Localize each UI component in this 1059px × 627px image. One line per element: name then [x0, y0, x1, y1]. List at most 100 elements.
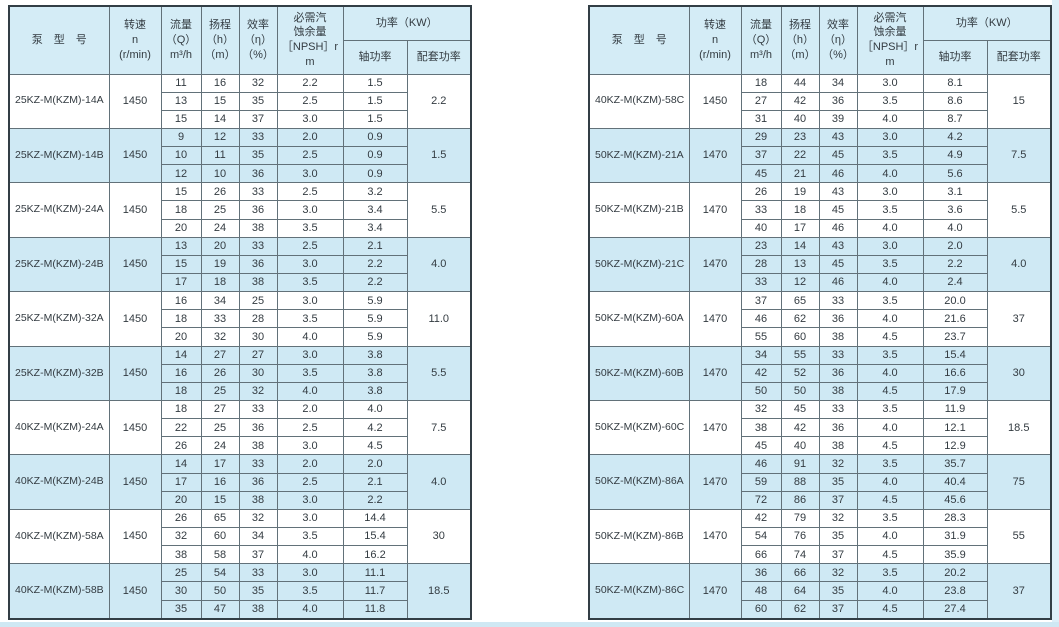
spec-row: 25KZ-M(KZM)-32A 1450 16 34 25 3.0 5.9 11.0: [8, 291, 472, 347]
npsh-cell: 4.5: [856, 545, 924, 565]
flow-cell: 45: [740, 164, 782, 184]
speed-cell: 1450: [108, 236, 162, 293]
shaft-power-cell: 3.1: [922, 182, 988, 202]
flow-cell: 15: [160, 109, 202, 129]
npsh-cell: 4.5: [856, 490, 924, 510]
shaft-power-cell: 2.0: [342, 454, 408, 474]
header-line: 配套功率: [996, 50, 1041, 63]
shaft-power-cell: 14.4: [342, 508, 408, 529]
efficiency-cell: 27: [238, 345, 278, 365]
efficiency-cell: 35: [238, 146, 278, 166]
flow-cell: 15: [160, 182, 202, 202]
header-line: 必需汽: [873, 11, 907, 24]
npsh-cell: 3.0: [276, 254, 344, 275]
spec-row: 40KZ-M(KZM)-58C 1450 18 44 34 3.0 8.1 15: [588, 73, 1052, 129]
flow-cell: 20: [160, 218, 202, 238]
spec-row: 27 42 36 3.5 8.6: [589, 91, 1051, 111]
head-cell: 40: [780, 436, 820, 456]
model-cell: 50KZ-M(KZM)-21A: [588, 127, 690, 184]
flow-cell: 26: [160, 436, 202, 456]
flow-cell: 16: [160, 291, 202, 311]
shaft-power-cell: 45.6: [922, 490, 988, 510]
shaft-power-cell: 27.4: [922, 599, 988, 620]
model-cell: 50KZ-M(KZM)-60C: [588, 400, 690, 456]
efficiency-cell: 46: [818, 218, 858, 238]
shaft-power-cell: 20.2: [922, 563, 988, 583]
efficiency-cell: 38: [238, 599, 278, 620]
efficiency-cell: 35: [818, 581, 858, 601]
matched-power-cell: 18.5: [406, 563, 472, 620]
head-cell: 50: [780, 381, 820, 402]
matched-power-cell: 5.5: [986, 182, 1052, 238]
shaft-power-cell: 2.4: [922, 273, 988, 293]
npsh-cell: 4.0: [856, 363, 924, 383]
efficiency-cell: 37: [818, 490, 858, 510]
efficiency-cell: 35: [238, 91, 278, 111]
flow-cell: 22: [160, 418, 202, 438]
npsh-cell: 4.5: [856, 381, 924, 402]
page-edge-strip-bottom: [0, 622, 1059, 627]
efficiency-cell: 33: [238, 182, 278, 202]
shaft-power-cell: 4.0: [922, 218, 988, 238]
matched-power-cell: 2.2: [406, 73, 472, 129]
efficiency-cell: 32: [238, 73, 278, 93]
flow-cell: 13: [160, 236, 202, 256]
model-cell: 40KZ-M(KZM)-58C: [588, 73, 690, 129]
model-cell: 40KZ-M(KZM)-24B: [8, 454, 110, 510]
speed-cell: 1470: [688, 345, 742, 402]
efficiency-cell: 35: [238, 581, 278, 601]
spec-row: 37 22 45 3.5 4.9: [589, 146, 1051, 166]
npsh-cell: 3.5: [856, 254, 924, 275]
head-cell: 16: [200, 73, 240, 93]
shaft-power-cell: 35.9: [922, 545, 988, 565]
npsh-cell: 4.0: [276, 327, 344, 347]
head-cell: 50: [200, 581, 240, 601]
efficiency-cell: 38: [238, 490, 278, 510]
efficiency-cell: 38: [818, 381, 858, 402]
header-line: 轴功率: [358, 50, 392, 63]
npsh-cell: 3.5: [856, 146, 924, 166]
npsh-cell: 4.0: [856, 273, 924, 293]
page-edge-strip-right: [1052, 0, 1059, 627]
speed-cell: 1450: [108, 508, 162, 565]
shaft-power-cell: 4.9: [922, 146, 988, 166]
head-cell: 60: [780, 327, 820, 347]
matched-power-cell: 11.0: [406, 291, 472, 347]
spec-row: 60 62 37 4.5 27.4: [589, 599, 1051, 620]
flow-cell: 16: [160, 363, 202, 383]
matched-power-cell: 55: [986, 508, 1052, 565]
shaft-power-cell: 3.6: [922, 200, 988, 220]
shaft-power-cell: 12.1: [922, 418, 988, 438]
matched-power-cell: 5.5: [406, 182, 472, 238]
npsh-cell: 4.0: [856, 309, 924, 329]
npsh-cell: 2.0: [276, 454, 344, 474]
spec-row: 18 25 32 4.0 3.8: [9, 381, 471, 402]
shaft-power-cell: 3.8: [342, 381, 408, 402]
column-header-model: 泵 型 号: [8, 5, 110, 75]
flow-cell: 9: [160, 127, 202, 148]
npsh-cell: 3.0: [276, 490, 344, 510]
pump-spec-table-left: 泵 型 号 转速 n (r/min) 流量 （Q） m³/h 扬程 （h） （m…: [8, 5, 473, 620]
spec-row: 40KZ-M(KZM)-24B 1450 14 17 33 2.0 2.0 4.0: [8, 454, 472, 510]
flow-cell: 14: [160, 454, 202, 474]
head-cell: 15: [200, 490, 240, 510]
header-line: 必需汽: [293, 11, 327, 24]
npsh-cell: 3.0: [276, 436, 344, 456]
flow-cell: 38: [160, 545, 202, 565]
table-header: 泵 型 号 转速 n (r/min) 流量 （Q） m³/h 扬程 （h） （m…: [588, 5, 1052, 75]
head-cell: 26: [200, 363, 240, 383]
head-cell: 25: [200, 418, 240, 438]
efficiency-cell: 43: [818, 182, 858, 202]
flow-cell: 18: [740, 73, 782, 93]
header-line: m: [305, 56, 315, 69]
head-cell: 20: [200, 236, 240, 256]
head-cell: 47: [200, 599, 240, 620]
efficiency-cell: 32: [818, 454, 858, 474]
spec-row: 50KZ-M(KZM)-60C 1470 32 45 33 3.5 11.9 18.5: [588, 400, 1052, 456]
shaft-power-cell: 5.6: [922, 164, 988, 184]
table-body: 25KZ-M(KZM)-14A 1450 11 16 32 2.2 1.5 2.2 13 15 35…: [8, 73, 472, 620]
head-cell: 27: [200, 400, 240, 420]
model-cell: 40KZ-M(KZM)-58B: [8, 563, 110, 620]
shaft-power-cell: 0.9: [342, 127, 408, 148]
npsh-cell: 3.5: [856, 563, 924, 583]
